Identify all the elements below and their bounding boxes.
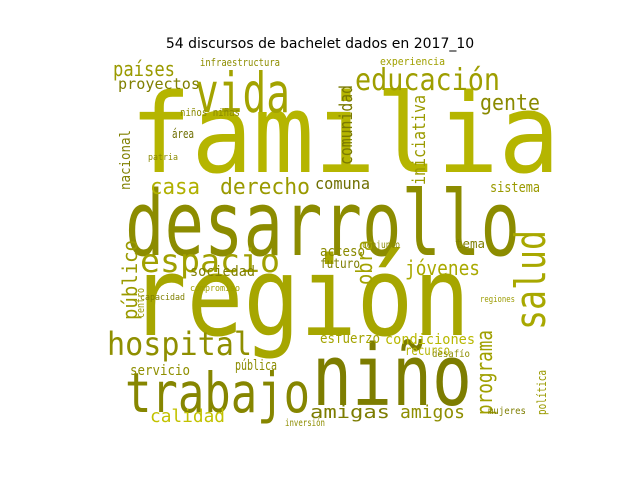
word: sociedad — [190, 264, 255, 280]
word: trabajo — [125, 361, 310, 425]
word: países — [113, 57, 175, 81]
word: condiciones — [385, 332, 475, 348]
word: derecho — [220, 175, 310, 200]
word: educación — [355, 63, 500, 98]
word: centro — [134, 288, 147, 318]
word: gente — [480, 91, 540, 116]
word: desafío — [432, 348, 470, 360]
word: inversión — [285, 417, 325, 429]
word: calidad — [150, 406, 225, 427]
word: desarrollo — [125, 172, 520, 277]
word: experiencia — [380, 55, 445, 68]
word: niño — [312, 327, 472, 426]
word: pública — [235, 358, 277, 374]
word: comunidad — [336, 85, 357, 165]
word: salud — [506, 230, 555, 330]
word: obra — [353, 240, 378, 285]
word: región — [130, 233, 470, 361]
word: patria — [148, 153, 178, 163]
word: vida — [195, 61, 290, 125]
word: programa — [473, 330, 498, 415]
word: regiones — [480, 295, 515, 305]
word: amigos — [400, 402, 465, 423]
word: política — [535, 370, 549, 415]
word: conjunto — [362, 240, 400, 251]
title: 54 discursos de bachelet dados en 2017_1… — [166, 36, 474, 52]
word: iniciativa — [409, 95, 430, 185]
word: futuro — [320, 257, 360, 272]
word: público — [118, 240, 142, 320]
word: casa — [150, 175, 200, 200]
word: área — [172, 127, 194, 141]
word: infraestructura — [200, 56, 280, 69]
word: mujeres — [488, 406, 526, 417]
word: recurso — [405, 344, 450, 359]
word: esfuerzo — [320, 331, 380, 347]
word: nacional — [118, 130, 134, 190]
word: sistema — [490, 180, 540, 196]
word: jóvenes — [405, 256, 480, 280]
word: comuna — [315, 174, 370, 193]
word: amigas — [310, 402, 390, 423]
word: hospital — [107, 325, 252, 363]
word: niños niñas — [180, 106, 240, 119]
word: tema — [455, 237, 485, 251]
word: familia — [130, 70, 560, 198]
word: espacio — [140, 242, 280, 280]
word: proyectos — [118, 75, 200, 93]
word: compromiso — [190, 284, 240, 294]
word: servicio — [130, 363, 190, 379]
word: acceso — [320, 244, 365, 260]
word: capacidad — [140, 293, 185, 303]
